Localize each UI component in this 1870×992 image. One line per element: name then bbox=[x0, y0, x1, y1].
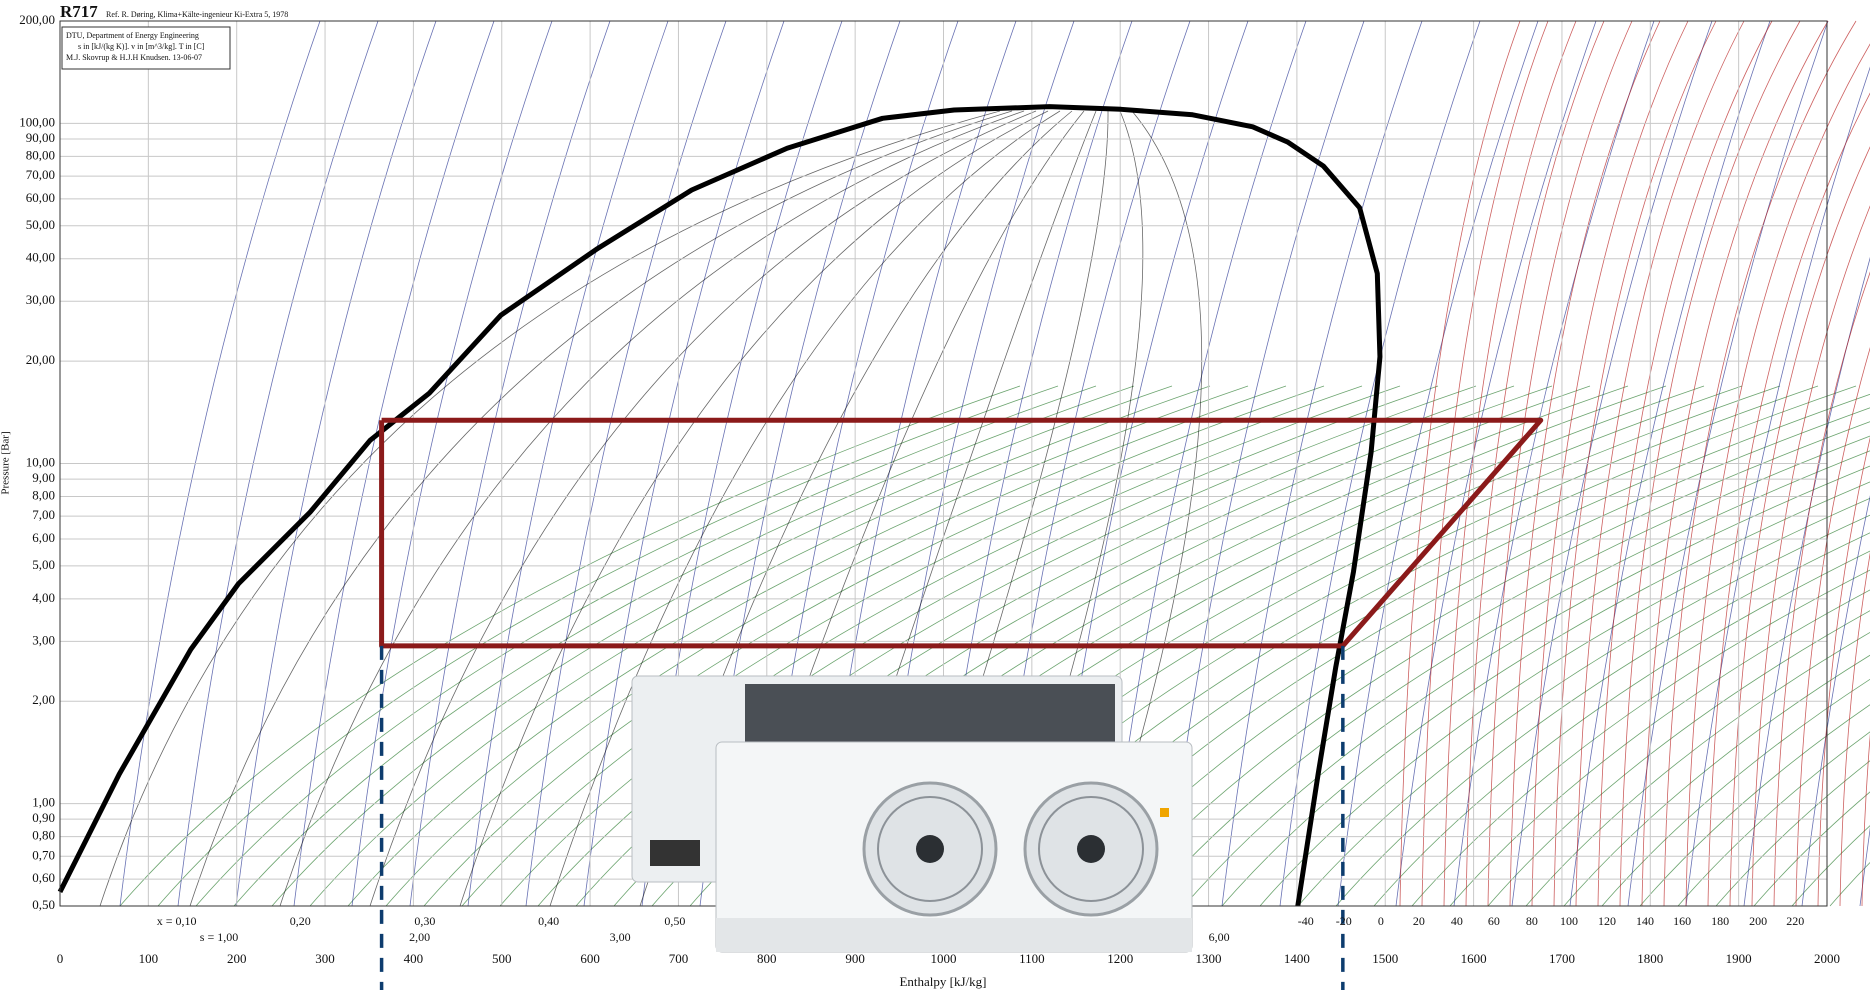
y-tick-label: 80,00 bbox=[26, 147, 55, 162]
entropy-label: 3,00 bbox=[610, 930, 631, 944]
y-tick-label: 1,00 bbox=[32, 795, 55, 810]
x-tick-label: 1900 bbox=[1726, 951, 1752, 966]
unit-base bbox=[716, 918, 1192, 952]
x-tick-label: 1500 bbox=[1372, 951, 1398, 966]
chart-subtitle: Ref. R. Døring, Klima+Kälte-ingenieur Ki… bbox=[106, 10, 288, 19]
y-tick-label: 100,00 bbox=[19, 114, 55, 129]
x-tick-label: 500 bbox=[492, 951, 512, 966]
temperature-label: 100 bbox=[1560, 914, 1578, 928]
y-tick-label: 0,60 bbox=[32, 870, 55, 885]
temperature-label: -40 bbox=[1298, 914, 1314, 928]
fan-hub bbox=[1077, 835, 1105, 863]
x-tick-label: 600 bbox=[580, 951, 600, 966]
x-tick-label: 1600 bbox=[1461, 951, 1487, 966]
fan-hub bbox=[916, 835, 944, 863]
x-tick-label: 400 bbox=[404, 951, 424, 966]
y-tick-label: 50,00 bbox=[26, 217, 55, 232]
unit-indicator bbox=[1160, 808, 1169, 817]
x-tick-label: 300 bbox=[315, 951, 335, 966]
y-tick-label: 0,70 bbox=[32, 847, 55, 862]
y-tick-label: 30,00 bbox=[26, 292, 55, 307]
quality-label: 0,40 bbox=[538, 914, 559, 928]
x-tick-label: 0 bbox=[57, 951, 64, 966]
x-tick-label: 200 bbox=[227, 951, 247, 966]
entropy-label: s = 1,00 bbox=[200, 930, 238, 944]
y-tick-label: 9,00 bbox=[32, 470, 55, 485]
y-tick-label: 2,00 bbox=[32, 692, 55, 707]
y-tick-label: 5,00 bbox=[32, 557, 55, 572]
y-tick-label: 0,90 bbox=[32, 810, 55, 825]
quality-label: 0,30 bbox=[414, 914, 435, 928]
info-line: s in [kJ/(kg K)]. v in [m^3/kg]. T in [C… bbox=[78, 42, 205, 51]
x-tick-label: 1400 bbox=[1284, 951, 1310, 966]
y-tick-label: 200,00 bbox=[19, 12, 55, 27]
y-tick-label: 40,00 bbox=[26, 250, 55, 265]
chart: R717 Ref. R. Døring, Klima+Kälte-ingenie… bbox=[0, 0, 1870, 992]
chart-title: R717 bbox=[60, 2, 98, 21]
x-tick-label: 1200 bbox=[1107, 951, 1133, 966]
evaporator-unit-photo bbox=[632, 676, 1192, 952]
isotherm-curve bbox=[1862, 21, 1870, 906]
y-tick-label: 60,00 bbox=[26, 190, 55, 205]
y-tick-label: 0,80 bbox=[32, 828, 55, 843]
temperature-label: 120 bbox=[1598, 914, 1616, 928]
x-tick-label: 700 bbox=[669, 951, 689, 966]
temperature-label: 80 bbox=[1526, 914, 1538, 928]
quality-label: x = 0,10 bbox=[157, 914, 197, 928]
info-line: M.J. Skovrup & H.J.H Knudsen. 13-06-07 bbox=[66, 53, 202, 62]
x-tick-label: 100 bbox=[139, 951, 159, 966]
temperature-label: -20 bbox=[1336, 914, 1352, 928]
temperature-label: 140 bbox=[1636, 914, 1654, 928]
temperature-label: 180 bbox=[1711, 914, 1729, 928]
y-axis-label: Pressure [Bar] bbox=[0, 431, 12, 494]
x-tick-label: 1000 bbox=[931, 951, 957, 966]
y-tick-label: 8,00 bbox=[32, 487, 55, 502]
y-tick-label: 20,00 bbox=[26, 352, 55, 367]
unit-coil bbox=[745, 684, 1115, 744]
x-tick-label: 1800 bbox=[1637, 951, 1663, 966]
info-line: DTU, Department of Energy Engineering bbox=[66, 31, 199, 40]
temperature-label: 0 bbox=[1378, 914, 1384, 928]
x-tick-label: 1300 bbox=[1196, 951, 1222, 966]
y-tick-label: 10,00 bbox=[26, 454, 55, 469]
y-tick-label: 4,00 bbox=[32, 590, 55, 605]
x-tick-label: 900 bbox=[845, 951, 865, 966]
temperature-label: 160 bbox=[1673, 914, 1691, 928]
page: R717 Ref. R. Døring, Klima+Kälte-ingenie… bbox=[0, 0, 1870, 992]
y-tick-label: 7,00 bbox=[32, 507, 55, 522]
y-tick-label: 0,50 bbox=[32, 897, 55, 912]
temperature-label: 40 bbox=[1451, 914, 1463, 928]
x-axis-label: Enthalpy [kJ/kg] bbox=[899, 974, 986, 989]
x-tick-label: 2000 bbox=[1814, 951, 1840, 966]
temperature-label: 200 bbox=[1749, 914, 1767, 928]
temperature-label: 60 bbox=[1488, 914, 1500, 928]
entropy-label: 6,00 bbox=[1209, 930, 1230, 944]
x-tick-label: 1100 bbox=[1019, 951, 1045, 966]
y-tick-label: 3,00 bbox=[32, 632, 55, 647]
temperature-label: 220 bbox=[1786, 914, 1804, 928]
entropy-label: 2,00 bbox=[409, 930, 430, 944]
x-tick-label: 800 bbox=[757, 951, 777, 966]
temperature-label: 20 bbox=[1413, 914, 1425, 928]
y-tick-label: 6,00 bbox=[32, 530, 55, 545]
y-tick-label: 70,00 bbox=[26, 167, 55, 182]
x-tick-label: 1700 bbox=[1549, 951, 1575, 966]
unit-vent bbox=[650, 840, 700, 866]
y-tick-label: 90,00 bbox=[26, 130, 55, 145]
quality-label: 0,50 bbox=[664, 914, 685, 928]
isentrope-curve bbox=[1860, 21, 1870, 906]
quality-label: 0,20 bbox=[290, 914, 311, 928]
